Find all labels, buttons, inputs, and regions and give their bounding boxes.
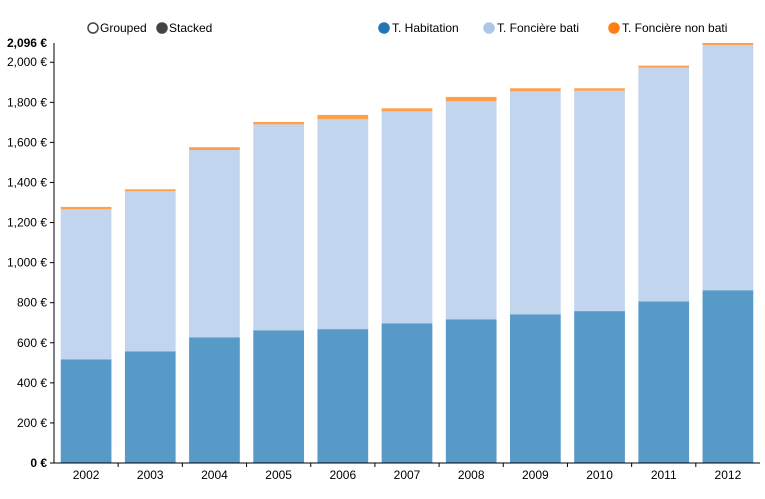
y-tick-label: 1,800 € (7, 95, 47, 109)
bar-segment[interactable] (702, 45, 754, 291)
bar-segment[interactable] (317, 114, 369, 120)
bar-segment[interactable] (253, 124, 304, 331)
legend-item[interactable]: T. Foncière bati (483, 21, 579, 35)
x-tick-label: 2012 (715, 468, 742, 482)
x-tick-label: 2009 (522, 468, 549, 482)
x-tick-label: 2007 (394, 468, 421, 482)
bars (60, 43, 754, 463)
y-tick-label: 400 € (17, 376, 47, 390)
grouped-toggle[interactable]: Grouped (87, 21, 147, 35)
y-tick-label: 0 € (30, 456, 47, 470)
bar-segment[interactable] (702, 43, 754, 46)
bar-segment[interactable] (574, 90, 625, 312)
bar-segment[interactable] (60, 209, 112, 360)
legend-label[interactable]: T. Foncière bati (497, 21, 579, 35)
legend-swatch-icon[interactable] (608, 22, 620, 34)
legend-label[interactable]: T. Habitation (392, 21, 459, 35)
bar-segment[interactable] (60, 359, 112, 463)
bar-segment[interactable] (445, 101, 497, 320)
bar-segment[interactable] (124, 189, 176, 192)
bar-segment[interactable] (381, 111, 433, 324)
bar-segment[interactable] (510, 88, 561, 92)
x-axis: 2002 2003 2004 2005 2006 2007 2008 2009 2010 2011… (54, 462, 760, 482)
legend-swatch-icon[interactable] (483, 22, 495, 34)
bar-segment[interactable] (510, 314, 561, 463)
bar-segment[interactable] (124, 351, 176, 463)
grouped-radio-icon[interactable] (87, 22, 99, 34)
bar-segment[interactable] (381, 108, 433, 112)
y-axis: 0 € 200 € 400 € 600 € 800 € 1,000 € 1,200 € 1,4… (7, 36, 55, 470)
grouped-label[interactable]: Grouped (100, 21, 147, 35)
bar-segment[interactable] (381, 323, 433, 463)
x-tick-label: 2008 (458, 468, 485, 482)
bar-segment[interactable] (445, 319, 497, 463)
legend-label[interactable]: T. Foncière non bati (622, 21, 727, 35)
chart-controls: Grouped Stacked (87, 21, 212, 35)
bar-segment[interactable] (638, 65, 690, 68)
legend-swatch-icon[interactable] (378, 22, 390, 34)
x-tick-label: 2011 (651, 468, 677, 482)
legend: T. Habitation T. Foncière bati T. Foncière… (378, 21, 727, 35)
bar-segment[interactable] (574, 88, 625, 91)
x-tick-label: 2006 (329, 468, 356, 482)
x-tick-label: 2003 (137, 468, 164, 482)
legend-item[interactable]: T. Foncière non bati (608, 21, 727, 35)
bar-segment[interactable] (60, 206, 112, 210)
x-tick-label: 2002 (73, 468, 100, 482)
stacked-label[interactable]: Stacked (169, 21, 212, 35)
bar-segment[interactable] (638, 301, 690, 463)
y-tick-label: 1,400 € (7, 175, 47, 189)
bar-segment[interactable] (189, 337, 240, 463)
bar-segment[interactable] (638, 67, 690, 302)
bar-segment[interactable] (702, 290, 754, 463)
y-tick-label: 1,000 € (7, 256, 47, 270)
y-tick-label: 800 € (17, 296, 47, 310)
bar-segment[interactable] (317, 329, 369, 463)
y-tick-label: 2,000 € (7, 55, 47, 69)
x-tick-label: 2010 (586, 468, 613, 482)
y-tick-label: 200 € (17, 416, 47, 430)
bar-segment[interactable] (253, 121, 304, 125)
y-max-label: 2,096 € (7, 36, 47, 50)
bar-segment[interactable] (189, 147, 240, 151)
bar-segment[interactable] (445, 96, 497, 102)
bar-segment[interactable] (253, 330, 304, 463)
y-tick-label: 1,200 € (7, 216, 47, 230)
bar-segment[interactable] (124, 191, 176, 352)
y-tick-label: 1,600 € (7, 135, 47, 149)
y-tick-label: 600 € (17, 336, 47, 350)
stacked-toggle[interactable]: Stacked (156, 21, 212, 35)
legend-item[interactable]: T. Habitation (378, 21, 459, 35)
bar-segment[interactable] (317, 119, 369, 330)
stacked-radio-icon[interactable] (156, 22, 168, 34)
x-tick-label: 2005 (265, 468, 292, 482)
bar-segment[interactable] (189, 150, 240, 338)
bar-segment[interactable] (574, 311, 625, 463)
bar-segment[interactable] (510, 91, 561, 315)
x-tick-label: 2004 (201, 468, 228, 482)
